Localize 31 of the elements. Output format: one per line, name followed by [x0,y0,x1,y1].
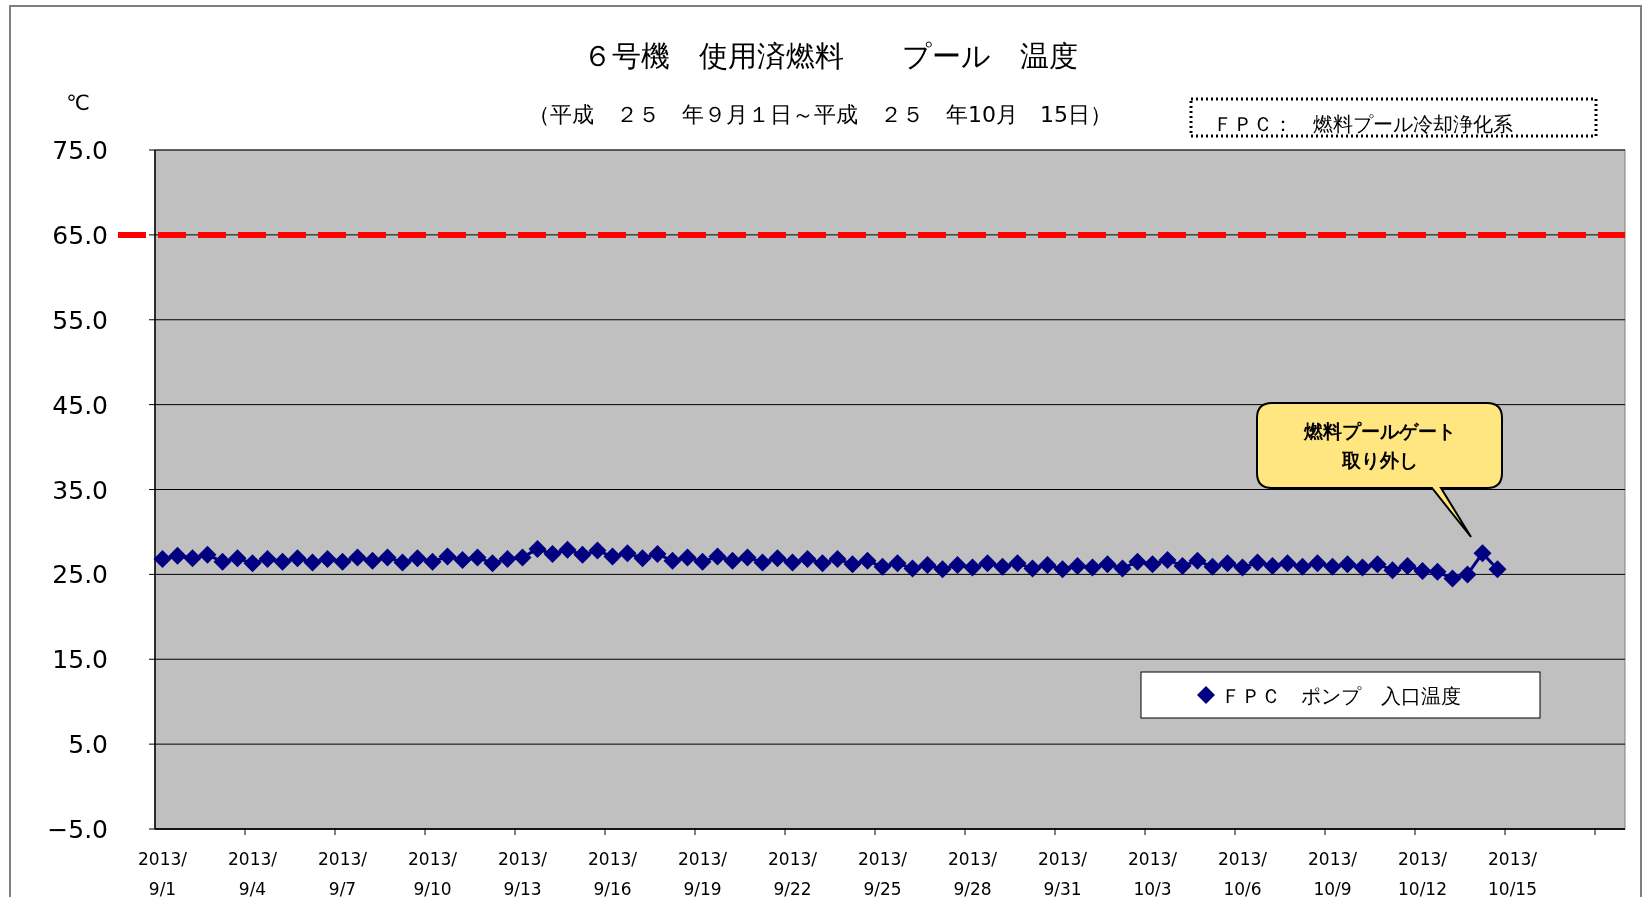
x-tick-label: 2013/9/13 [498,849,548,897]
y-tick-label: 55.0 [52,305,108,335]
x-tick-label: 2013/9/22 [768,849,818,897]
y-tick-label: −5.0 [47,815,108,844]
x-tick-label: 2013/9/16 [588,849,638,897]
x-tick-label: 2013/9/31 [1038,849,1088,897]
x-tick-label: 2013/9/1 [138,849,188,897]
y-tick-label: 15.0 [52,645,108,675]
text: ＦＰＣ： 燃料プール冷却浄化系 [1213,112,1513,136]
x-tick-label: 2013/9/25 [858,849,908,897]
y-axis-title: ℃ [66,91,90,115]
x-tick-label: 2013/10/3 [1128,849,1178,897]
legend-label: ＦＰＣ ポンプ 入口温度 [1221,684,1461,708]
chart-title: ６号機 使用済燃料 プール 温度 [582,39,1078,73]
y-tick-label: 65.0 [52,220,108,250]
x-tick-label: 2013/10/6 [1218,849,1268,897]
x-tick-label: 2013/10/15 [1488,849,1538,897]
x-tick-label: 2013/9/19 [678,849,728,897]
annotation: 燃料プールゲート取り外し [1302,419,1457,473]
x-tick-label: 2013/9/10 [408,849,458,897]
y-tick-label: 35.0 [52,475,108,505]
y-tick-label: 5.0 [68,730,108,760]
x-tick-label: 2013/10/9 [1308,849,1358,897]
x-tick-label: 2013/9/7 [318,849,368,897]
x-tick-label: 2013/10/12 [1398,849,1448,897]
y-tick-label: 75.0 [52,136,108,165]
y-tick-label: 45.0 [52,390,108,420]
chart-subtitle: （平成 ２５ 年９月１日～平成 ２５ 年10月 15日） [528,102,1112,127]
y-tick-label: 25.0 [52,560,108,590]
x-tick-label: 2013/9/4 [228,849,278,897]
x-tick-label: 2013/9/28 [948,849,998,897]
